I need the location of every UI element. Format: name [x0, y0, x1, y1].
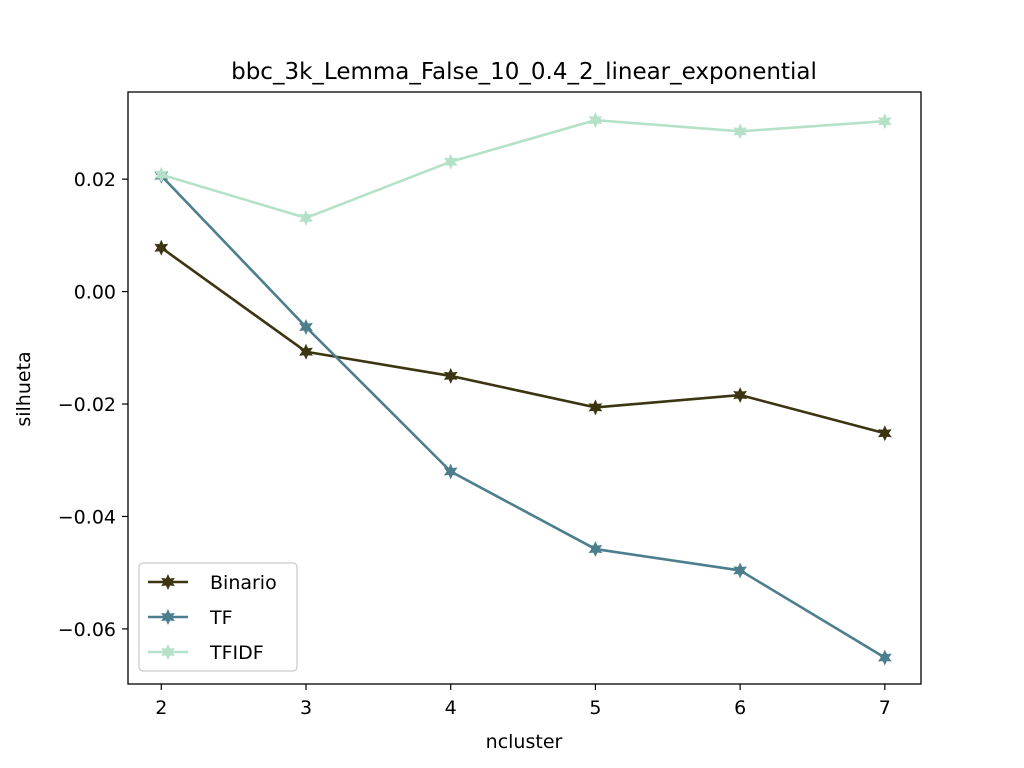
x-tick-label: 4 [445, 697, 457, 719]
legend-label: Binario [210, 572, 277, 594]
y-axis: 0.02 0.00 −0.02 −0.04 −0.06 [58, 169, 128, 641]
legend-box [138, 562, 298, 672]
data-point [154, 166, 169, 183]
legend: Binario TF TFIDF [138, 562, 298, 672]
data-point [154, 239, 169, 256]
data-point [733, 387, 748, 403]
data-point [588, 541, 603, 558]
data-point [443, 153, 458, 170]
x-tick-label: 2 [155, 697, 167, 719]
y-tick-label: 0.00 [74, 282, 116, 304]
data-point [733, 123, 748, 140]
data-point [443, 463, 458, 480]
x-axis-label: ncluster [486, 731, 563, 753]
x-tick-label: 5 [589, 697, 601, 719]
chart-title: bbc_3k_Lemma_False_10_0.4_2_linear_expon… [231, 59, 817, 85]
data-point [588, 399, 603, 416]
data-point [299, 319, 313, 335]
series-binario [154, 239, 892, 442]
data-point [877, 649, 892, 666]
y-tick-label: −0.02 [58, 394, 116, 416]
plot-area-frame [127, 91, 922, 685]
data-point [299, 209, 313, 226]
series-line [160, 246, 886, 435]
legend-label: TF [209, 607, 233, 629]
data-point [877, 425, 892, 442]
series-line [160, 118, 885, 220]
legend-marker [161, 609, 175, 625]
series-tf [154, 167, 892, 666]
y-tick-label: −0.06 [58, 619, 116, 641]
plot-series [154, 112, 892, 666]
data-point [733, 562, 748, 579]
legend-label: TFIDF [209, 642, 264, 664]
x-tick-label: 7 [879, 697, 891, 719]
legend-item: TFIDF [148, 642, 264, 664]
legend-item: Binario [148, 572, 277, 594]
legend-marker [161, 574, 175, 590]
legend-item: TF [148, 607, 233, 629]
y-axis-label: silhueta [13, 351, 35, 426]
x-tick-label: 3 [300, 697, 312, 719]
x-axis: 2 3 4 5 6 7 [155, 684, 891, 719]
data-point [299, 343, 313, 360]
data-point [588, 112, 603, 129]
x-tick-label: 6 [734, 697, 746, 719]
y-tick-label: 0.02 [74, 169, 116, 191]
legend-marker [161, 644, 175, 660]
series-line [160, 174, 886, 659]
data-point [443, 367, 458, 384]
y-tick-label: −0.04 [58, 506, 116, 528]
series-tfidf [154, 112, 892, 226]
data-point [877, 113, 892, 130]
